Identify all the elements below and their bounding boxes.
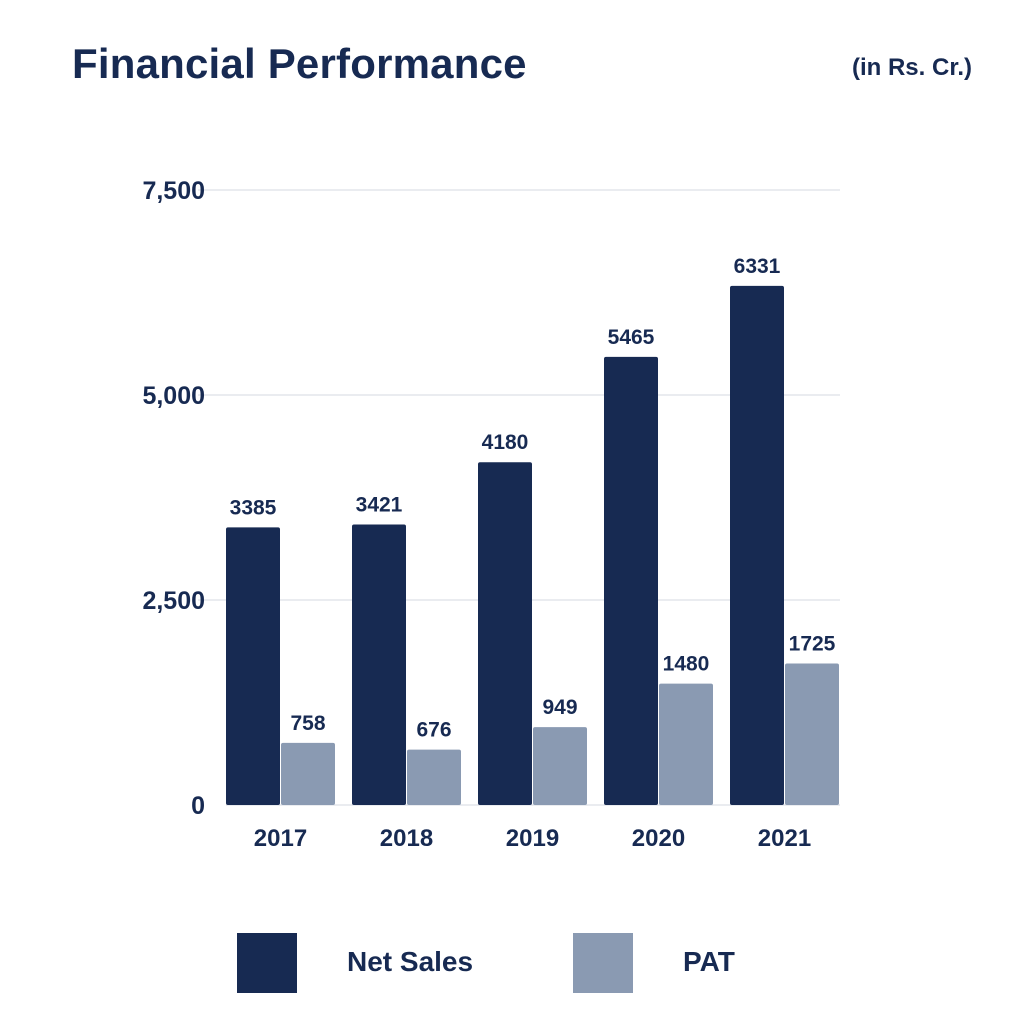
bar-pat bbox=[659, 683, 713, 805]
bar-net-sales bbox=[478, 462, 532, 805]
y-tick-label: 2,500 bbox=[142, 587, 205, 615]
bar-pat bbox=[407, 749, 461, 805]
x-tick-label: 2021 bbox=[758, 825, 811, 852]
bar-net-sales bbox=[730, 285, 784, 805]
data-label-net-sales: 3421 bbox=[356, 493, 403, 516]
x-tick-label: 2017 bbox=[254, 825, 307, 852]
data-label-net-sales: 3385 bbox=[230, 496, 277, 519]
x-tick-label: 2018 bbox=[380, 825, 433, 852]
data-label-pat: 949 bbox=[542, 696, 577, 719]
chart-title: Financial Performance bbox=[72, 40, 527, 87]
bar-net-sales bbox=[604, 356, 658, 805]
bar-pat bbox=[785, 663, 839, 805]
legend-label-net-sales: Net Sales bbox=[347, 946, 474, 977]
bar-net-sales bbox=[352, 524, 406, 805]
y-tick-label: 5,000 bbox=[142, 382, 205, 410]
legend-swatch-pat bbox=[573, 933, 633, 993]
y-tick-label: 0 bbox=[191, 792, 205, 820]
data-label-net-sales: 5465 bbox=[608, 326, 655, 349]
bar-pat bbox=[281, 742, 335, 805]
data-label-pat: 676 bbox=[416, 719, 451, 742]
legend-label-pat: PAT bbox=[683, 946, 735, 977]
data-label-pat: 1480 bbox=[663, 653, 710, 676]
y-tick-label: 7,500 bbox=[142, 177, 205, 205]
bar-net-sales bbox=[226, 527, 280, 805]
unit-note: (in Rs. Cr.) bbox=[851, 54, 972, 81]
data-label-pat: 1725 bbox=[789, 633, 836, 656]
data-label-net-sales: 4180 bbox=[482, 431, 529, 454]
data-label-net-sales: 6331 bbox=[734, 255, 781, 278]
x-tick-label: 2019 bbox=[506, 825, 559, 852]
bar-pat bbox=[533, 727, 587, 805]
legend: Net Sales PAT bbox=[0, 933, 1024, 993]
data-label-pat: 758 bbox=[290, 712, 325, 735]
legend-swatch-net-sales bbox=[237, 933, 297, 993]
x-tick-label: 2020 bbox=[632, 825, 685, 852]
